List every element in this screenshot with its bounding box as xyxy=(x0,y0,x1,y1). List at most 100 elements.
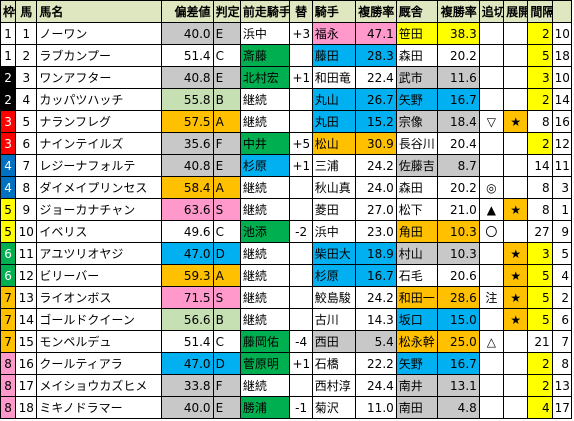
trainer-cell: 松下 xyxy=(395,198,439,221)
waku-cell: 6 xyxy=(0,242,17,265)
last-cell: 7 xyxy=(551,330,573,353)
last-cell: 10 xyxy=(551,66,573,89)
jockey-rate-cell: 16.7 xyxy=(355,264,397,287)
col-kae: 替 xyxy=(289,0,313,23)
umaban-cell: 15 xyxy=(15,330,38,353)
jockey-cell: 三浦 xyxy=(311,154,357,177)
table-row: 1 1 ノーワン 40.0 E 浜中 +3 福永 47.1 笹田 38.3 2 10 xyxy=(0,22,573,45)
last-cell: 18 xyxy=(551,44,573,67)
hantei-cell: B xyxy=(212,308,241,331)
umaban-cell: 7 xyxy=(15,154,38,177)
kae-cell xyxy=(289,286,313,309)
trainer-cell: 武市 xyxy=(395,66,439,89)
tenkai-cell xyxy=(503,352,529,375)
hantei-cell: E xyxy=(212,66,241,89)
table-row: 7 15 モンペルデュ 51.4 C 藤岡佑 -4 西田 5.4 松永幹 25.0 △ 21 7 xyxy=(0,330,573,353)
hantei-cell: D xyxy=(212,242,241,265)
col-kankaku: 間隔 xyxy=(527,0,553,23)
hantei-cell: C xyxy=(212,220,241,243)
umaban-cell: 11 xyxy=(15,242,38,265)
kankaku-cell: 8 xyxy=(527,176,553,199)
umaban-cell: 6 xyxy=(15,132,38,155)
trainer-rate-cell: 28.6 xyxy=(437,286,480,309)
col-horse-name: 馬名 xyxy=(36,0,162,23)
horse-name-cell: ビリーバー xyxy=(36,264,162,287)
hensachi-cell: 57.5 xyxy=(160,110,214,133)
prev-jockey-cell: 継続 xyxy=(239,242,291,265)
kae-cell xyxy=(289,176,313,199)
horse-name-cell: イベリス xyxy=(36,220,162,243)
oikiri-cell xyxy=(478,132,505,155)
tenkai-cell xyxy=(503,154,529,177)
hantei-cell: A xyxy=(212,176,241,199)
umaban-cell: 13 xyxy=(15,286,38,309)
tenkai-cell xyxy=(503,330,529,353)
col-hensachi: 偏差値 xyxy=(160,0,214,23)
jockey-cell: 福永 xyxy=(311,22,357,45)
horse-name-cell: アユツリオヤジ xyxy=(36,242,162,265)
col-jockey-rate: 複勝率 xyxy=(355,0,397,23)
prev-jockey-cell: 継続 xyxy=(239,110,291,133)
last-cell: 8 xyxy=(551,352,573,375)
table-row: 8 17 メイショウカズヒメ 33.8 F 継続 西村淳 24.4 南井 13.1 2 13 xyxy=(0,374,573,397)
oikiri-cell: 〇 xyxy=(478,220,505,243)
kae-cell: +1 xyxy=(289,66,313,89)
waku-cell: 3 xyxy=(0,132,17,155)
last-cell: 11 xyxy=(551,154,573,177)
trainer-cell: 石毛 xyxy=(395,264,439,287)
waku-cell: 2 xyxy=(0,88,17,111)
trainer-rate-cell: 18.4 xyxy=(437,110,480,133)
trainer-cell: 森田 xyxy=(395,176,439,199)
jockey-cell: 菱田 xyxy=(311,198,357,221)
oikiri-cell xyxy=(478,308,505,331)
hensachi-cell: 63.6 xyxy=(160,198,214,221)
trainer-cell: 角田 xyxy=(395,220,439,243)
oikiri-cell xyxy=(478,44,505,67)
hensachi-cell: 35.6 xyxy=(160,132,214,155)
table-row: 4 7 レジーナフォルテ 40.8 E 杉原 +1 三浦 24.2 佐藤吉 8.7 14 11 xyxy=(0,154,573,177)
kankaku-cell: 14 xyxy=(527,154,553,177)
hantei-cell: S xyxy=(212,198,241,221)
table-row: 8 18 ミキノドラマー 40.0 E 勝浦 -1 菊沢 11.0 南田 4.8 4 17 xyxy=(0,396,573,419)
jockey-rate-cell: 47.1 xyxy=(355,22,397,45)
trainer-cell: 矢野 xyxy=(395,88,439,111)
trainer-rate-cell: 13.1 xyxy=(437,374,480,397)
waku-cell: 7 xyxy=(0,286,17,309)
hantei-cell: C xyxy=(212,330,241,353)
oikiri-cell: △ xyxy=(478,330,505,353)
jockey-rate-cell: 14.3 xyxy=(355,308,397,331)
trainer-cell: 南井 xyxy=(395,374,439,397)
last-cell: 3 xyxy=(551,176,573,199)
tenkai-cell: ★ xyxy=(503,110,529,133)
kankaku-cell: 2 xyxy=(527,352,553,375)
waku-cell: 6 xyxy=(0,264,17,287)
last-cell: 9 xyxy=(551,220,573,243)
jockey-rate-cell: 24.0 xyxy=(355,176,397,199)
col-prev-jockey: 前走騎手 xyxy=(239,0,291,23)
header-row: 枠 馬 馬名 偏差値 判定 前走騎手 替 騎手 複勝率 厩舎 複勝率 追切 展開… xyxy=(0,0,573,23)
trainer-rate-cell: 4.8 xyxy=(437,396,480,419)
jockey-cell: 杉原 xyxy=(311,264,357,287)
trainer-rate-cell: 15.0 xyxy=(437,308,480,331)
hantei-cell: B xyxy=(212,88,241,111)
jockey-rate-cell: 24.2 xyxy=(355,154,397,177)
table-row: 2 4 カッパツハッチ 55.8 B 継続 丸山 26.7 矢野 16.7 2 14 xyxy=(0,88,573,111)
col-tenkai: 展開 xyxy=(503,0,529,23)
kae-cell: +5 xyxy=(289,132,313,155)
hantei-cell: E xyxy=(212,154,241,177)
jockey-rate-cell: 30.9 xyxy=(355,132,397,155)
col-trainer-rate: 複勝率 xyxy=(437,0,480,23)
jockey-rate-cell: 24.4 xyxy=(355,374,397,397)
trainer-rate-cell: 16.7 xyxy=(437,88,480,111)
waku-cell: 7 xyxy=(0,308,17,331)
prev-jockey-cell: 浜中 xyxy=(239,22,291,45)
tenkai-cell xyxy=(503,88,529,111)
tenkai-cell xyxy=(503,66,529,89)
hensachi-cell: 58.4 xyxy=(160,176,214,199)
umaban-cell: 17 xyxy=(15,374,38,397)
col-trainer: 厩舎 xyxy=(395,0,439,23)
trainer-cell: 松永幹 xyxy=(395,330,439,353)
col-hantei: 判定 xyxy=(212,0,241,23)
trainer-cell: 長谷川 xyxy=(395,132,439,155)
last-cell: 12 xyxy=(551,132,573,155)
